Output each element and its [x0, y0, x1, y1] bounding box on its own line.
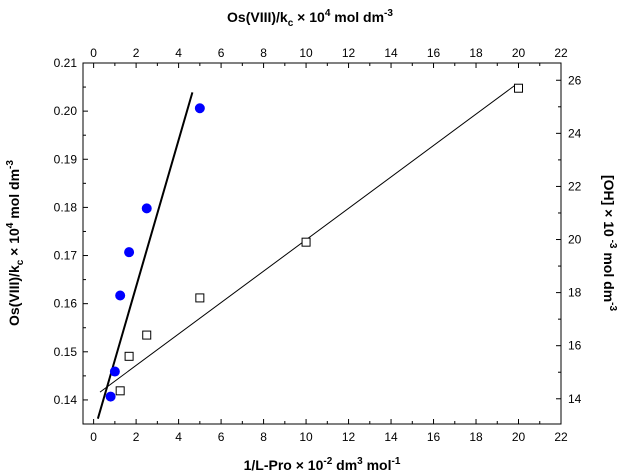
x-top-tick-label: 2	[133, 46, 140, 60]
y-left-tick-label: 0.16	[54, 297, 78, 311]
y-right-tick-label: 16	[568, 339, 582, 353]
x-top-tick-label: 22	[554, 46, 568, 60]
x-top-tick-label: 16	[427, 46, 441, 60]
x-bottom-tick-label: 10	[299, 430, 313, 444]
y-right-tick-label: 18	[568, 286, 582, 300]
y-left-tick-label: 0.14	[54, 393, 78, 407]
y-right-axis-title: [OH] × 10 -3 mol dm-3	[601, 175, 618, 312]
x-bottom-tick-label: 12	[342, 430, 356, 444]
ticks-layer: 0 2 4 6 8 10 12 14 16 18 20 220 2 4 6 8 10 12 14 16 18 20 220.…	[54, 46, 582, 444]
x-top-tick-label: 12	[342, 46, 356, 60]
x-bottom-tick-label: 14	[384, 430, 398, 444]
y-left-tick-label: 0.17	[54, 249, 78, 263]
series-2-point	[301, 237, 311, 247]
x-top-tick-label: 6	[218, 46, 225, 60]
y-left-tick-label: 0.18	[54, 200, 78, 214]
series-2-point	[142, 330, 152, 340]
plot-frame	[82, 62, 562, 425]
y-left-tick-label: 0.20	[54, 104, 78, 118]
x-top-tick-label: 8	[260, 46, 267, 60]
x-top-tick-label: 14	[384, 46, 398, 60]
x-bottom-tick-label: 4	[175, 430, 182, 444]
series-2-point	[514, 83, 524, 93]
y-left-tick-label: 0.15	[54, 345, 78, 359]
y-right-tick-label: 14	[568, 392, 582, 406]
series-1-point	[105, 391, 116, 402]
x-bottom-tick-label: 18	[469, 430, 483, 444]
x-bottom-tick-label: 22	[554, 430, 568, 444]
series-1-point	[141, 203, 152, 214]
y-left-axis-title: Os(VIII)/kc × 104 mol dm-3	[5, 160, 26, 326]
x-bottom-tick-label: 16	[427, 430, 441, 444]
x-bottom-axis-title: 1/L-Pro × 10-2 dm3 mol-1	[244, 456, 401, 473]
x-top-axis-title: Os(VIII)/kc × 104 mol dm-3	[227, 8, 393, 29]
series-1-fit-line	[96, 92, 194, 419]
series-2-point	[124, 351, 134, 361]
x-bottom-tick-label: 0	[90, 430, 97, 444]
x-top-tick-label: 4	[175, 46, 182, 60]
series-1-point	[109, 366, 120, 377]
points-layer	[105, 83, 524, 402]
y-left-tick-label: 0.19	[54, 152, 78, 166]
x-bottom-tick-label: 20	[512, 430, 526, 444]
x-top-tick-label: 0	[90, 46, 97, 60]
x-top-tick-label: 18	[469, 46, 483, 60]
series-1-point	[124, 247, 135, 258]
y-right-tick-label: 22	[568, 179, 582, 193]
series-1-point	[115, 290, 126, 301]
fit-lines-layer	[96, 83, 517, 419]
x-bottom-tick-label: 6	[218, 430, 225, 444]
x-top-tick-label: 10	[299, 46, 313, 60]
series-2-point	[195, 293, 205, 303]
series-1-point	[194, 103, 205, 114]
x-top-tick-label: 20	[512, 46, 526, 60]
x-bottom-tick-label: 8	[260, 430, 267, 444]
series-2-point	[115, 386, 125, 396]
y-right-tick-label: 26	[568, 73, 582, 87]
y-right-tick-label: 24	[568, 126, 582, 140]
x-bottom-tick-label: 2	[133, 430, 140, 444]
y-left-tick-label: 0.21	[54, 56, 78, 70]
y-right-tick-label: 20	[568, 233, 582, 247]
